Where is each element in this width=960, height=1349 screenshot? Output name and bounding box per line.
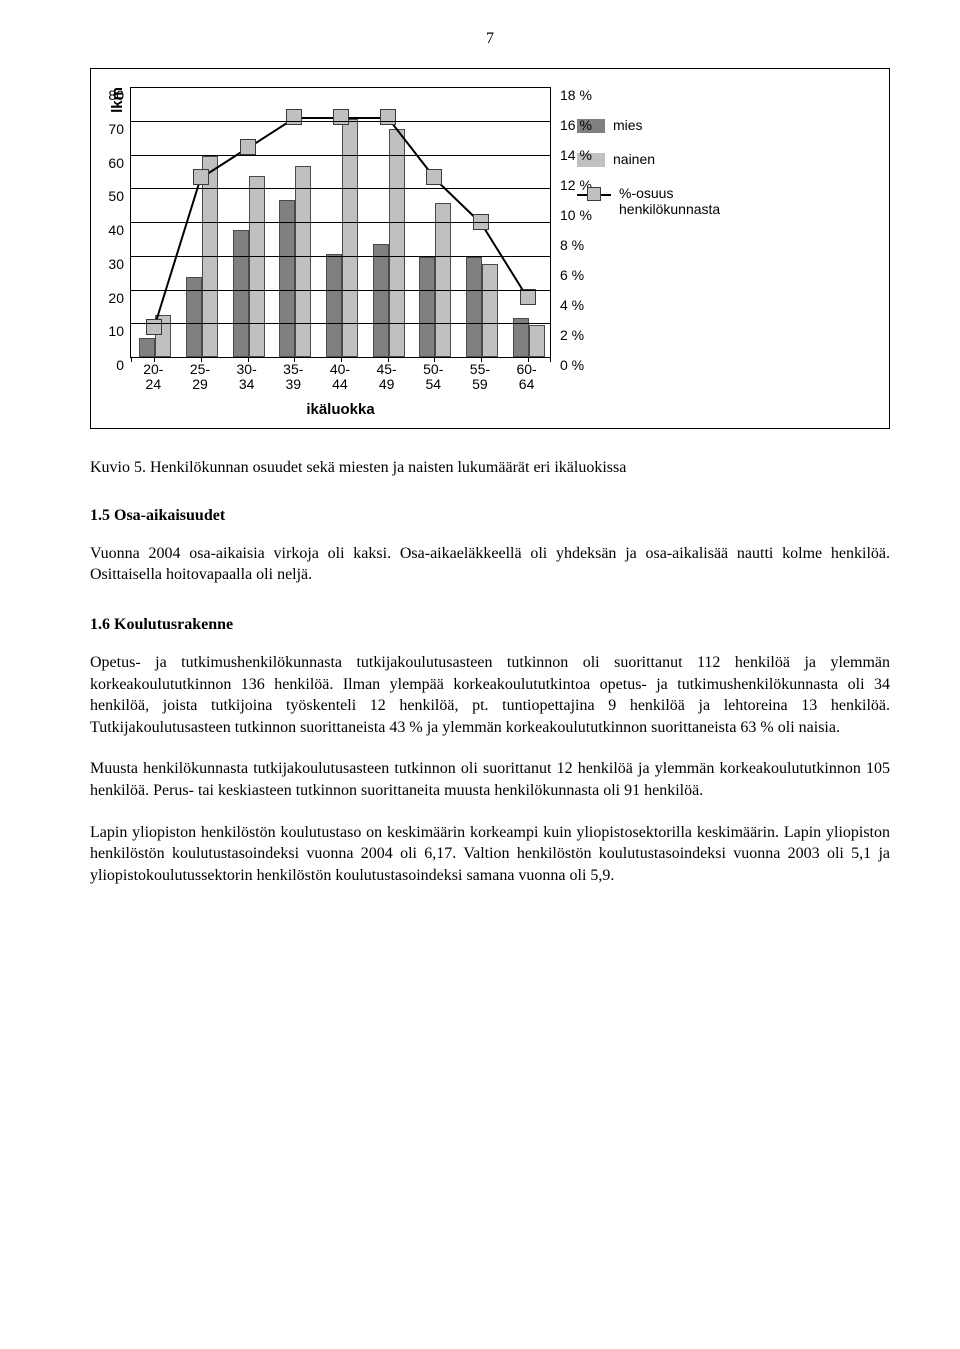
x-tick-label: 55-59	[457, 362, 504, 393]
line-segment	[480, 222, 528, 298]
line-marker	[333, 109, 349, 125]
line-marker	[380, 109, 396, 125]
line-segment	[153, 178, 202, 329]
y1-tick-label: 0	[116, 357, 124, 373]
y2-tick-label: 6 %	[560, 267, 584, 283]
body-paragraph: Muusta henkilökunnasta tutkijakoulutusas…	[90, 758, 890, 801]
y2-tick-label: 8 %	[560, 237, 584, 253]
x-tick-label: 25-29	[177, 362, 224, 393]
x-tick-label: 50-54	[410, 362, 457, 393]
body-paragraph: Vuonna 2004 osa-aikaisia virkoja oli kak…	[90, 543, 890, 586]
x-tick-label: 30-34	[223, 362, 270, 393]
line-marker	[426, 169, 442, 185]
line-marker	[520, 289, 536, 305]
y2-tick-label: 16 %	[560, 117, 592, 133]
x-tick-label: 40-44	[317, 362, 364, 393]
body-paragraph: Lapin yliopiston henkilöstön koulutustas…	[90, 822, 890, 887]
chart-plot-area	[130, 87, 551, 358]
x-axis-label: ikäluokka	[130, 401, 551, 418]
y2-tick-label: 2 %	[560, 327, 584, 343]
legend-label: %-osuus henkilökunnasta	[619, 185, 749, 217]
page-number: 7	[90, 30, 890, 48]
y1-tick-label: 20	[108, 290, 124, 306]
y1-tick-label: 50	[108, 188, 124, 204]
y1-tick-label: 30	[108, 256, 124, 272]
line-marker	[193, 169, 209, 185]
line-marker	[286, 109, 302, 125]
x-tick-label: 60-64	[503, 362, 550, 393]
legend-label: nainen	[613, 151, 655, 167]
legend-swatch-line	[577, 187, 611, 201]
y1-tick-label: 80	[108, 87, 124, 103]
section-heading-1-6: 1.6 Koulutusrakenne	[90, 616, 890, 634]
y1-tick-label: 60	[108, 155, 124, 171]
y2-tick-label: 18 %	[560, 87, 592, 103]
y1-tick-label: 40	[108, 222, 124, 238]
y2-tick-label: 0 %	[560, 357, 584, 373]
x-tick-label: 20-24	[130, 362, 177, 393]
y2-tick-label: 4 %	[560, 297, 584, 313]
chart-container: lkm 01020304050607080 0 %2 %4 %6 %8 %10 …	[90, 68, 890, 429]
y2-tick-label: 14 %	[560, 147, 592, 163]
section-heading-1-5: 1.5 Osa-aikaisuudet	[90, 507, 890, 525]
figure-caption: Kuvio 5. Henkilökunnan osuudet sekä mies…	[90, 459, 890, 477]
x-tick-label: 35-39	[270, 362, 317, 393]
x-tick-label: 45-49	[363, 362, 410, 393]
y1-tick-label: 70	[108, 121, 124, 137]
legend-label: mies	[613, 117, 643, 133]
y2-tick-label: 10 %	[560, 207, 592, 223]
body-paragraph: Opetus- ja tutkimushenkilökunnasta tutki…	[90, 652, 890, 738]
y1-tick-label: 10	[108, 323, 124, 339]
line-marker	[146, 319, 162, 335]
line-marker	[240, 139, 256, 155]
